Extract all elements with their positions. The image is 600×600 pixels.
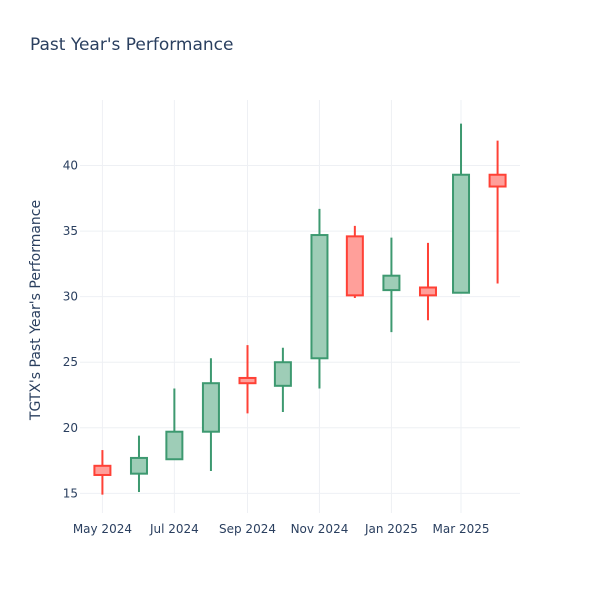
candle-increasing [273, 347, 292, 413]
candle-body [418, 286, 437, 297]
chart-title: Past Year's Performance [30, 35, 234, 55]
candle-body [165, 430, 184, 461]
candle-body [129, 456, 148, 475]
x-tick-label: Jul 2024 [149, 522, 199, 536]
candle-increasing [165, 388, 184, 461]
y-tick-label: 40 [63, 159, 78, 173]
candle-increasing [452, 123, 471, 294]
y-tick-label: 20 [63, 421, 78, 435]
y-tick-label: 30 [63, 290, 78, 304]
y-axis-ticks: 15 20 25 30 35 40 [63, 159, 78, 501]
x-tick-label: May 2024 [73, 522, 132, 536]
candle-body [382, 274, 401, 292]
x-tick-label: Sep 2024 [219, 522, 276, 536]
candle-increasing [382, 237, 401, 333]
x-tick-label: Nov 2024 [291, 522, 349, 536]
candle-body [310, 234, 329, 360]
candle-body [488, 173, 507, 188]
candle-decreasing [93, 450, 112, 495]
y-axis-title: TGTX's Past Year's Performance [28, 200, 44, 421]
x-tick-label: Jan 2025 [364, 522, 418, 536]
candle-increasing [129, 435, 148, 493]
candle-body [201, 382, 220, 433]
candles [93, 123, 507, 495]
candle-decreasing [418, 242, 437, 321]
x-axis-ticks: May 2024 Jul 2024 Sep 2024 Nov 2024 Jan 2025… [73, 522, 490, 536]
candle-decreasing [488, 140, 507, 284]
candle-decreasing [238, 345, 257, 414]
candle-increasing [201, 358, 220, 472]
candle-increasing [310, 208, 329, 389]
y-tick-label: 25 [63, 355, 78, 369]
candle-body [238, 376, 257, 385]
candle-body [345, 235, 364, 297]
candle-body [452, 173, 471, 294]
y-tick-label: 35 [63, 224, 78, 238]
candle-body [93, 464, 112, 476]
x-tick-label: Mar 2025 [433, 522, 490, 536]
y-tick-label: 15 [63, 486, 78, 500]
candle-decreasing [345, 225, 364, 298]
candle-body [273, 361, 292, 387]
